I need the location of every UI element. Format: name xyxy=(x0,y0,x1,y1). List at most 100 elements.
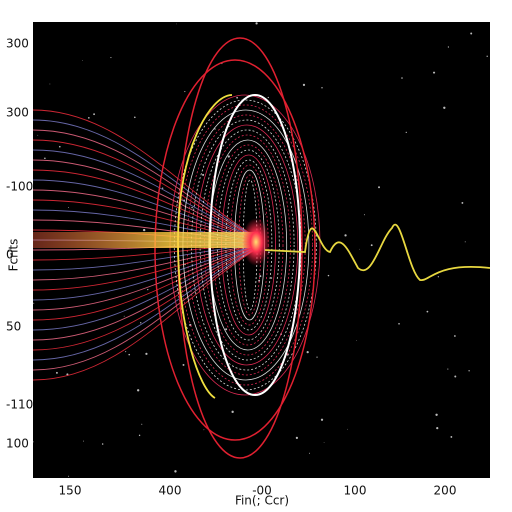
star xyxy=(447,368,449,370)
field-line xyxy=(33,246,256,321)
x-axis-label: Fin(; Ccr) xyxy=(235,494,289,508)
star xyxy=(49,83,51,85)
star xyxy=(225,328,228,331)
star xyxy=(44,157,46,160)
field-line xyxy=(33,248,256,361)
ring xyxy=(225,159,273,331)
star xyxy=(437,276,439,278)
ring xyxy=(216,149,280,341)
field-line xyxy=(33,109,256,237)
field-line xyxy=(33,244,256,291)
y-tick-label: 100 xyxy=(6,437,29,451)
star xyxy=(470,32,473,35)
star xyxy=(231,410,234,414)
star xyxy=(176,23,178,25)
star xyxy=(191,206,193,209)
star xyxy=(161,187,164,189)
star xyxy=(68,475,70,477)
star xyxy=(398,322,400,325)
star xyxy=(82,440,84,442)
star xyxy=(356,339,357,341)
yellow-arc xyxy=(177,94,233,399)
star xyxy=(227,155,230,158)
y-tick-label: 50 xyxy=(6,320,21,334)
star xyxy=(347,428,348,430)
star xyxy=(125,351,127,353)
star xyxy=(236,96,239,99)
star xyxy=(255,22,258,25)
star xyxy=(321,87,323,89)
y-axis-label: Fcrits xyxy=(7,239,21,272)
core xyxy=(242,218,270,266)
ring xyxy=(203,134,291,356)
field-line xyxy=(33,244,256,281)
star xyxy=(184,91,186,93)
field-line xyxy=(33,245,256,311)
star xyxy=(55,371,58,374)
y-tick-label: 0 xyxy=(6,248,14,262)
y-tick-label: -110 xyxy=(6,398,33,412)
star xyxy=(101,443,104,445)
x-tick-label: 100 xyxy=(344,484,367,498)
star xyxy=(316,356,318,358)
field-line xyxy=(33,149,256,239)
x-tick-label: 200 xyxy=(434,484,457,498)
field-line xyxy=(33,247,256,351)
yellow-wave xyxy=(264,223,490,281)
star xyxy=(443,106,446,109)
star xyxy=(33,302,35,304)
outer-ring xyxy=(154,59,316,441)
star xyxy=(433,71,436,74)
star xyxy=(378,186,380,189)
star xyxy=(464,241,466,243)
star xyxy=(58,145,61,148)
star xyxy=(259,275,262,278)
y-tick-label: 300 xyxy=(6,37,29,51)
star xyxy=(363,214,365,216)
star xyxy=(136,389,140,392)
star xyxy=(486,55,488,57)
star xyxy=(33,441,34,443)
star xyxy=(270,277,273,279)
star xyxy=(140,322,142,324)
star xyxy=(323,442,325,443)
star xyxy=(66,373,69,376)
star xyxy=(123,315,125,317)
star xyxy=(202,173,205,176)
star xyxy=(450,436,453,438)
artwork xyxy=(33,22,490,477)
star xyxy=(461,201,464,204)
star xyxy=(370,244,373,247)
star xyxy=(468,370,470,372)
star xyxy=(147,288,149,291)
field-line xyxy=(33,129,256,238)
ring xyxy=(178,104,314,386)
star xyxy=(174,470,177,473)
star xyxy=(110,57,112,59)
star xyxy=(145,352,148,355)
star xyxy=(93,113,95,116)
star xyxy=(359,248,360,250)
star xyxy=(306,351,309,354)
star xyxy=(142,228,146,232)
star xyxy=(320,418,324,421)
field-line xyxy=(33,169,256,240)
star xyxy=(128,353,131,356)
star xyxy=(309,452,310,454)
star xyxy=(426,310,429,313)
x-tick-label: 400 xyxy=(159,484,182,498)
field-line xyxy=(33,246,256,331)
field-line xyxy=(33,159,256,240)
star xyxy=(447,46,450,48)
field-line xyxy=(33,179,256,241)
star xyxy=(436,427,439,430)
star xyxy=(182,363,185,366)
star xyxy=(134,116,136,119)
field-line xyxy=(33,243,256,271)
star xyxy=(267,96,269,99)
star xyxy=(302,83,306,86)
star xyxy=(435,413,438,416)
field-line xyxy=(33,245,256,301)
star xyxy=(138,434,141,437)
